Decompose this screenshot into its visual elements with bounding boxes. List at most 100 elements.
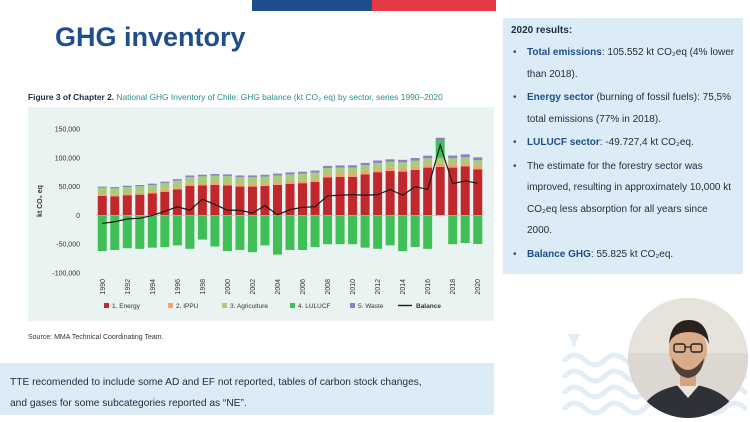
- bar-segment: [247, 215, 257, 253]
- legend-label: 2. IPPU: [176, 303, 199, 310]
- bar-segment: [210, 184, 220, 216]
- bar-segment: [385, 171, 395, 216]
- bar-segment: [435, 163, 445, 168]
- bar-segment: [172, 187, 182, 190]
- bar-segment: [260, 215, 270, 246]
- bar-segment: [110, 194, 120, 197]
- bar-segment: [348, 165, 358, 168]
- bar-segment: [147, 193, 157, 216]
- bar-segment: [122, 195, 132, 216]
- bar-segment: [435, 157, 445, 164]
- ghg-balance-chart: kt CO₂ eq -100,000 -50,000 0 50,000 100,000 15…: [37, 127, 484, 310]
- bar-segment: [260, 183, 270, 187]
- bar-segment: [272, 175, 282, 183]
- x-tick-label: 2010: [350, 279, 357, 295]
- bar-segment: [235, 184, 245, 187]
- bar-segment: [373, 160, 383, 163]
- legend-swatch: [168, 303, 173, 308]
- bar-segment: [423, 167, 433, 216]
- bar-segment: [310, 170, 320, 173]
- bar-segment: [335, 167, 345, 175]
- bar-segment: [210, 215, 220, 247]
- bar-segment: [460, 154, 470, 158]
- bar-segment: [410, 215, 420, 248]
- bar-segment: [298, 183, 308, 216]
- result-item-lulucf-sector: LULUCF sector: -49.727,4 kt CO₂eq.: [511, 132, 735, 154]
- bar-segment: [348, 176, 358, 216]
- note-line-2: and gases for some subcategories reporte…: [10, 398, 247, 409]
- bar-segment: [97, 194, 107, 196]
- bar-segment: [310, 181, 320, 216]
- bar-segment: [398, 162, 408, 169]
- bar-segment: [448, 155, 458, 159]
- bar-segment: [435, 140, 445, 158]
- bar-segment: [135, 186, 145, 193]
- bar-segment: [222, 176, 232, 184]
- bar-segment: [97, 187, 107, 195]
- bar-segment: [410, 160, 420, 167]
- results-panel: 2020 results: Total emissions: 105.552 k…: [503, 18, 743, 274]
- x-tick-label: 1994: [150, 279, 157, 295]
- result-item-text: : -49.727,4 kt CO₂eq.: [599, 137, 694, 148]
- legend-label: 3. Agriculture: [230, 303, 268, 310]
- bar-segment: [147, 191, 157, 194]
- bar-segment: [197, 185, 207, 216]
- result-item-total-emissions: Total emissions: 105.552 kt CO₂eq (4% lo…: [511, 42, 735, 85]
- recommendation-note: TTE recomended to include some AD and EF…: [0, 363, 494, 415]
- bar-segment: [385, 167, 395, 172]
- bar-segment: [197, 174, 207, 177]
- bar-segment: [398, 215, 408, 252]
- figure-source: Source: MMA Technical Coordinating Team.: [28, 334, 164, 341]
- presenter-video: [628, 298, 748, 418]
- top-accent-bar-blue: [252, 0, 372, 11]
- bar-segment: [97, 186, 107, 188]
- bar-segment: [310, 215, 320, 248]
- bar-segment: [460, 162, 470, 167]
- figure-caption-label: Figure 3 of Chapter 2.: [28, 92, 115, 102]
- bar-segment: [435, 167, 445, 216]
- bar-segment: [272, 215, 282, 255]
- bar-segment: [410, 169, 420, 216]
- legend-swatch: [290, 303, 295, 308]
- bar-segment: [473, 165, 483, 170]
- bar-segment: [210, 173, 220, 176]
- bar-segment: [272, 184, 282, 216]
- bar-segment: [298, 171, 308, 174]
- bar-segment: [185, 177, 195, 184]
- x-tick-label: 2020: [475, 279, 482, 295]
- result-item-label: LULUCF sector: [527, 137, 600, 148]
- bar-segment: [172, 180, 182, 188]
- bar-segment: [260, 174, 270, 177]
- bar-segment: [373, 169, 383, 173]
- bar-segment: [185, 215, 195, 249]
- result-item-text: (burning of fossil fuels): 75,5% total e…: [527, 92, 731, 125]
- x-tick-label: 1998: [200, 279, 207, 295]
- x-tick-label: 2018: [450, 279, 457, 295]
- x-tick-label: 2012: [375, 279, 382, 295]
- presenter-avatar: [628, 298, 748, 418]
- bar-segment: [285, 215, 295, 250]
- bar-segment: [135, 215, 145, 249]
- x-tick-label: 1996: [175, 279, 182, 295]
- result-item-text: : 55.825 kt CO₂eq.: [590, 248, 674, 260]
- bar-segment: [323, 165, 333, 169]
- bar-segment: [222, 185, 232, 216]
- bar-segment: [385, 215, 395, 246]
- bar-segment: [285, 181, 295, 184]
- bar-segment: [360, 162, 370, 166]
- legend-label: 5. Waste: [358, 303, 384, 310]
- bar-segment: [385, 161, 395, 168]
- bar-segment: [348, 215, 358, 245]
- bar-segment: [335, 176, 345, 216]
- bar-segment: [97, 215, 107, 252]
- bar-segment: [260, 186, 270, 216]
- bar-segment: [210, 175, 220, 183]
- result-item-text: The estimate for the forestry sector was…: [527, 160, 731, 237]
- bar-segment: [323, 168, 333, 175]
- result-item-forestry-estimate: The estimate for the forestry sector was…: [511, 156, 735, 242]
- bar-segment: [398, 159, 408, 163]
- results-heading: 2020 results:: [511, 25, 573, 36]
- bar-segment: [298, 180, 308, 184]
- result-item-energy-sector: Energy sector (burning of fossil fuels):…: [511, 87, 735, 130]
- bar-segment: [110, 196, 120, 216]
